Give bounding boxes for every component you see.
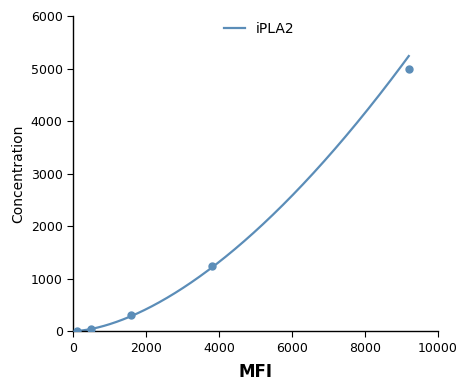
iPLA2 — [406, 54, 412, 58]
iPLA2 — [272, 211, 277, 216]
iPLA2 — [253, 228, 259, 233]
iPLA2 — [232, 247, 237, 252]
iPLA2 — [234, 245, 239, 250]
iPLA2 — [398, 64, 404, 69]
Y-axis label: Concentration: Concentration — [11, 124, 25, 223]
iPLA2 — [346, 130, 352, 135]
Legend: iPLA2: iPLA2 — [219, 17, 300, 42]
X-axis label: MFI: MFI — [239, 363, 272, 381]
iPLA2 — [74, 328, 79, 333]
Line: iPLA2: iPLA2 — [76, 56, 409, 331]
